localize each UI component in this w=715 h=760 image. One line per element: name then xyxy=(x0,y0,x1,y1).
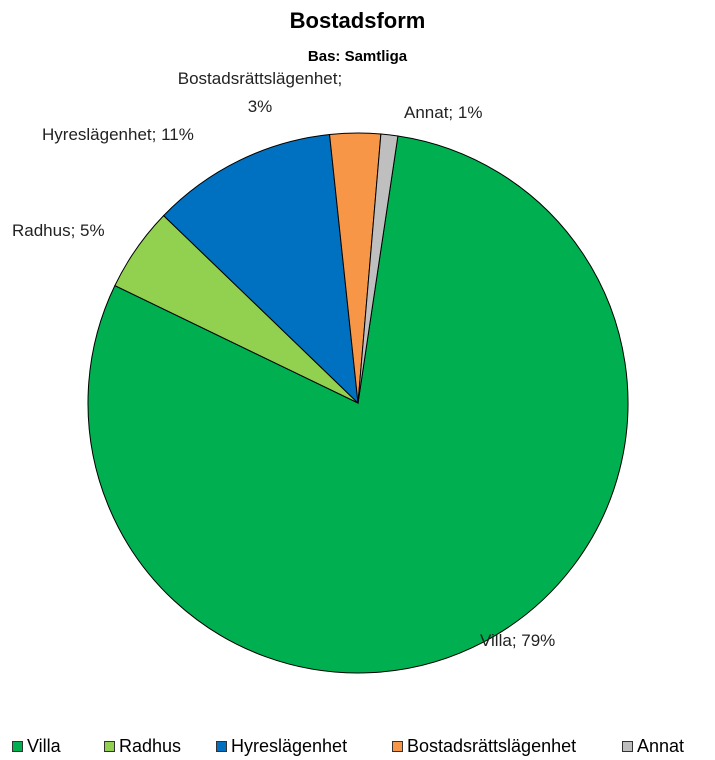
pie-chart: Villa; 79% Radhus; 5% Hyreslägenhet; 11%… xyxy=(12,69,629,674)
legend-label-annat: Annat xyxy=(637,736,685,756)
legend-label-hyreslagenhet: Hyreslägenhet xyxy=(231,736,348,756)
legend-swatch-annat xyxy=(622,741,633,752)
legend-item-hyreslagenhet: Hyreslägenhet xyxy=(216,736,347,757)
legend-swatch-bostadsratt xyxy=(392,741,403,752)
legend-label-bostadsratt: Bostadsrättslägenhet xyxy=(407,736,577,756)
legend-swatch-radhus xyxy=(104,741,115,752)
pie-slice-annat xyxy=(357,133,399,404)
legend-label-villa: Villa xyxy=(27,736,61,756)
legend-item-bostadsratt: Bostadsrättslägenhet xyxy=(392,736,576,757)
legend-label-radhus: Radhus xyxy=(119,736,182,756)
slice-label-bostadsratt-line2: 3% xyxy=(248,97,273,116)
slice-label-radhus: Radhus; 5% xyxy=(12,221,105,240)
legend-item-annat: Annat xyxy=(622,736,684,757)
legend-item-villa: Villa xyxy=(12,736,61,757)
chart-title: Bostadsform xyxy=(289,8,426,33)
chart-legend: Villa Radhus Hyreslägenhet Bostadsrättsl… xyxy=(0,736,715,758)
legend-swatch-villa xyxy=(12,741,23,752)
pie-slice-hyresl-genhet xyxy=(162,133,359,405)
legend-swatch-hyreslagenhet xyxy=(216,741,227,752)
pie-slice-villa xyxy=(87,135,629,674)
slice-label-bostadsratt-line1: Bostadsrättslägenhet; xyxy=(178,69,342,88)
chart-subtitle: Bas: Samtliga xyxy=(307,48,408,65)
slice-label-hyreslagenhet: Hyreslägenhet; 11% xyxy=(42,125,194,144)
legend-item-radhus: Radhus xyxy=(104,736,181,757)
slice-label-villa: Villa; 79% xyxy=(480,631,555,650)
slice-label-annat: Annat; 1% xyxy=(404,103,482,122)
